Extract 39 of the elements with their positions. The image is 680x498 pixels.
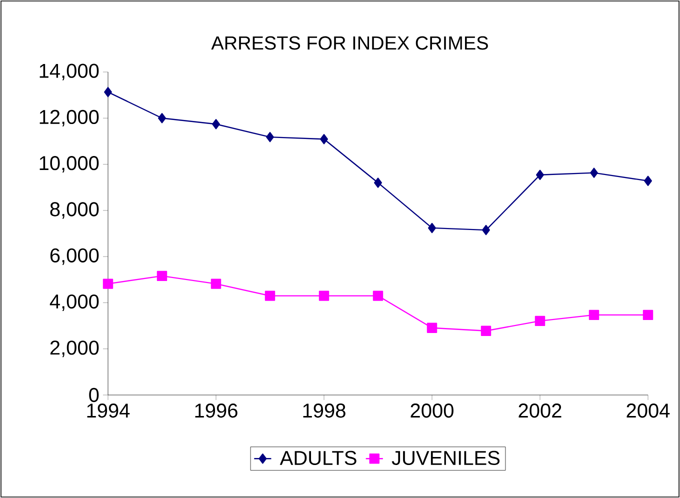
chart-title: ARRESTS FOR INDEX CRIMES: [211, 36, 488, 50]
y-tick-label: 6,000: [50, 248, 99, 265]
x-tick-label: 1998: [303, 404, 346, 418]
y-tick-label: 14,000: [40, 64, 99, 80]
point: [158, 113, 166, 124]
legend-label: ADULTS: [280, 450, 356, 466]
point: [318, 290, 330, 301]
x-tick-label: 2002: [518, 404, 562, 418]
point: [374, 178, 382, 188]
point: [642, 310, 654, 320]
point: [320, 134, 328, 144]
point: [428, 222, 436, 234]
y-tick-label: 0: [89, 388, 99, 402]
x-tick-label: 1994: [87, 404, 130, 418]
x-tick-label: 2000: [410, 404, 454, 418]
y-tick-label: 2,000: [50, 340, 99, 358]
point: [536, 170, 544, 180]
point: [482, 224, 490, 236]
point: [264, 290, 276, 301]
point: [210, 278, 222, 289]
y-tick-label: 10,000: [40, 156, 99, 173]
legend-label: JUVENILES: [392, 450, 500, 466]
point: [212, 119, 220, 130]
point: [372, 290, 384, 301]
y-tick-label: 12,000: [40, 110, 99, 126]
point: [104, 86, 112, 98]
y-tick-label: 8,000: [50, 202, 99, 219]
x-tick-label: 1996: [195, 404, 238, 418]
x-tick-label: 2004: [626, 404, 670, 418]
point: [644, 176, 652, 186]
point: [102, 278, 114, 289]
point: [588, 310, 600, 320]
point: [266, 132, 274, 142]
point: [590, 168, 598, 178]
point: [534, 316, 546, 326]
y-tick-label: 4,000: [50, 294, 99, 311]
point: [426, 322, 438, 333]
point: [156, 270, 168, 282]
point: [480, 326, 492, 336]
